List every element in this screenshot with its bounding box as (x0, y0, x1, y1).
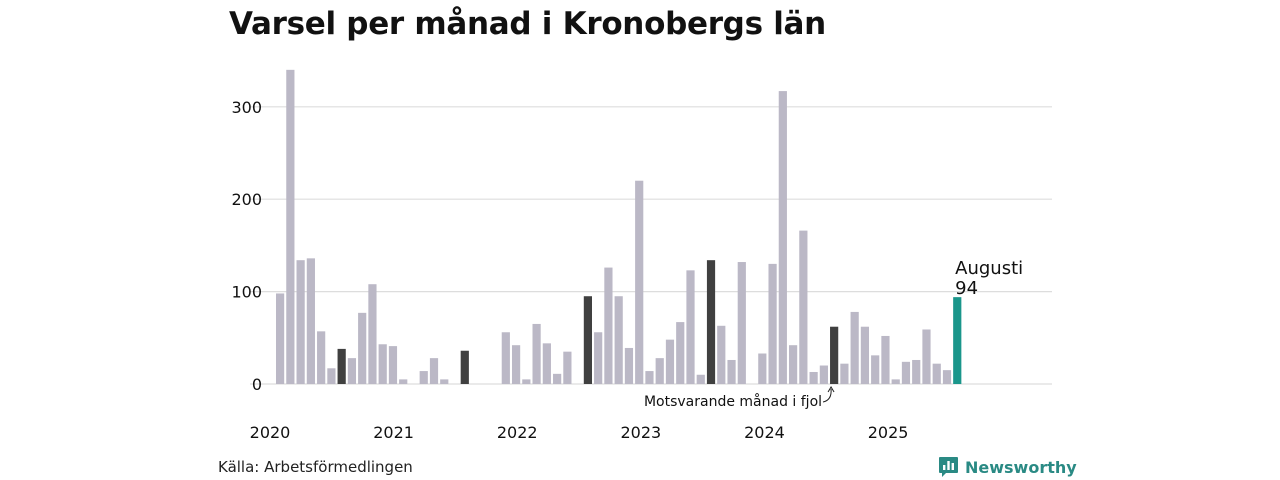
bar (850, 311, 859, 384)
bar (419, 371, 428, 384)
bar (378, 344, 387, 384)
bar (501, 332, 510, 384)
x-year-label: 2023 (621, 423, 662, 442)
bar (635, 180, 644, 384)
bar (337, 348, 346, 384)
bar (358, 312, 367, 384)
bar (819, 365, 828, 384)
bar (655, 358, 664, 384)
bar (942, 370, 952, 384)
bar (296, 260, 305, 384)
brand-logo[interactable]: Newsworthy (938, 455, 1077, 479)
bar (388, 346, 398, 384)
bar (368, 284, 377, 384)
bar (706, 260, 716, 384)
bar (614, 296, 623, 384)
bar (778, 91, 787, 384)
bar (317, 331, 326, 384)
bar (563, 351, 572, 384)
bar (429, 358, 439, 384)
bar (676, 322, 685, 384)
bar (912, 359, 921, 384)
bar (594, 332, 603, 384)
bar (542, 343, 551, 384)
x-year-label: 2022 (497, 423, 538, 442)
bar (286, 69, 295, 384)
bar (306, 258, 315, 384)
latest-month-label: Augusti (955, 258, 1023, 279)
bar (696, 374, 705, 384)
bar (347, 358, 357, 384)
latest-value-label: 94 (955, 278, 978, 299)
bar (840, 363, 849, 384)
source-note: Källa: Arbetsförmedlingen (218, 458, 413, 476)
bar (440, 379, 449, 384)
bar (522, 379, 531, 384)
bar (891, 379, 900, 384)
note-arrow (822, 388, 832, 403)
bar (511, 345, 521, 384)
bar (645, 371, 654, 384)
bar (922, 329, 931, 384)
brand-name: Newsworthy (965, 457, 1077, 477)
bar (901, 361, 911, 384)
bar (789, 345, 798, 384)
x-axis-year-labels: 2020 2021 2022 2023 2024 2025 (250, 423, 909, 442)
bar (665, 339, 675, 384)
y-tick-label: 0 (252, 375, 262, 394)
x-year-label: 2020 (250, 423, 291, 442)
bars (276, 69, 962, 384)
bar (717, 325, 726, 384)
x-year-label: 2025 (868, 423, 909, 442)
bar (604, 267, 613, 384)
note-arrowhead (827, 386, 835, 393)
bar (830, 326, 839, 384)
bar (327, 368, 336, 384)
newsworthy-logo-icon (939, 457, 958, 477)
bar (583, 296, 592, 384)
bar (953, 297, 962, 384)
bar (881, 335, 890, 384)
bar (460, 350, 469, 384)
bar (737, 262, 746, 384)
bar (276, 293, 285, 384)
same-month-note: Motsvarande månad i fjol (644, 393, 822, 410)
bar (799, 230, 808, 384)
x-year-label: 2021 (373, 423, 414, 442)
bar (809, 371, 818, 384)
bar (860, 326, 870, 384)
bar (727, 359, 736, 384)
y-tick-label: 100 (231, 283, 262, 302)
bar (871, 355, 880, 384)
bar (758, 353, 767, 384)
bar (624, 347, 634, 384)
bar (553, 373, 562, 384)
bar (686, 270, 695, 384)
chart-title: Varsel per månad i Kronobergs län (229, 6, 826, 42)
y-tick-label: 300 (231, 98, 262, 117)
bar (399, 379, 408, 384)
y-axis-ticks: 0 100 200 300 (231, 98, 262, 394)
bar (932, 363, 941, 384)
bar (768, 263, 777, 384)
x-year-label: 2024 (744, 423, 785, 442)
bar (532, 323, 541, 384)
y-tick-label: 200 (231, 190, 262, 209)
